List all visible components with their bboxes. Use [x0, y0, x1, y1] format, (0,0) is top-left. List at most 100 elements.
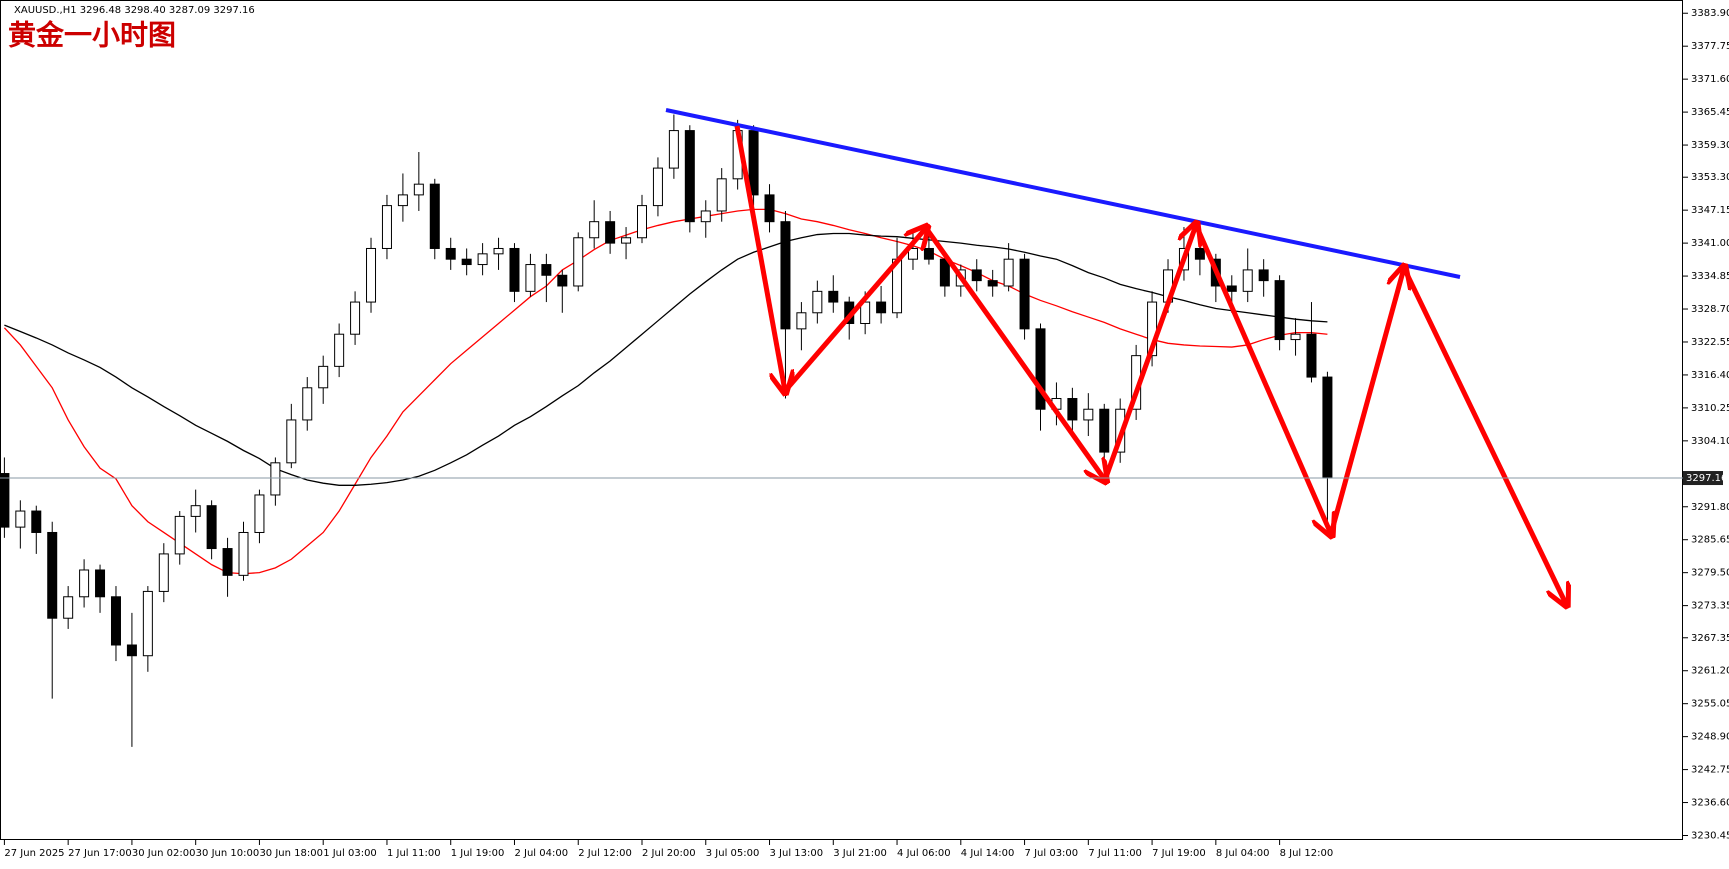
- candle-body: [1003, 258, 1014, 287]
- moving-average: [4, 232, 1328, 486]
- candle-body: [126, 644, 137, 657]
- y-tick-label: 3347.15: [1691, 205, 1729, 216]
- y-tick-label: 3365.45: [1691, 107, 1729, 118]
- x-tick-label: 27 Jun 2025: [4, 848, 64, 859]
- x-tick-label: 2 Jul 20:00: [642, 848, 696, 859]
- candle-body: [828, 290, 839, 303]
- candle-body: [270, 462, 281, 496]
- trend-line: [665, 108, 1461, 279]
- candle-body: [1019, 258, 1030, 330]
- candle-body: [238, 531, 249, 576]
- candle-body: [302, 387, 313, 421]
- candle-body: [1258, 269, 1269, 282]
- candle-body: [158, 553, 169, 592]
- candle-body: [573, 237, 584, 287]
- candle-body: [812, 290, 823, 314]
- y-tick-label: 3285.65: [1691, 535, 1729, 546]
- candle-body: [254, 494, 265, 533]
- x-tick-label: 30 Jun 10:00: [196, 848, 260, 859]
- y-tick-label: 3359.30: [1691, 140, 1729, 151]
- candle-body: [684, 130, 695, 223]
- candle-body: [637, 205, 647, 239]
- candle-body: [700, 210, 711, 223]
- arrow: [783, 228, 926, 393]
- candle-body: [621, 237, 632, 244]
- x-tick-label: 4 Jul 14:00: [961, 848, 1015, 859]
- y-tick-label: 3322.55: [1691, 337, 1729, 348]
- y-tick-label: 3377.75: [1691, 41, 1729, 52]
- candle-body: [1099, 408, 1110, 453]
- arrow: [734, 125, 785, 391]
- candle-body: [47, 531, 58, 619]
- candle-body: [63, 596, 74, 619]
- candle-body: [1067, 398, 1078, 421]
- y-tick-label: 3334.85: [1691, 271, 1729, 282]
- x-tick-label: 3 Jul 05:00: [706, 848, 760, 859]
- candle-body: [509, 247, 520, 292]
- current-price-label: 3297.16: [1686, 473, 1727, 484]
- candle-body: [445, 247, 456, 260]
- candle-body: [605, 221, 616, 244]
- plot-frame: [0, 0, 1683, 840]
- arrow: [1193, 223, 1331, 534]
- candle-body: [397, 194, 408, 207]
- candle-body: [939, 258, 950, 287]
- candle-body: [1194, 247, 1205, 260]
- y-tick-label: 3353.30: [1691, 172, 1729, 183]
- candle-body: [1242, 269, 1253, 292]
- candle-body: [350, 301, 361, 335]
- candle-body: [286, 419, 297, 464]
- y-tick-label: 3316.40: [1691, 370, 1729, 381]
- candle-body: [206, 505, 217, 550]
- candle-body: [525, 264, 536, 292]
- y-tick-label: 3304.10: [1691, 436, 1729, 447]
- x-tick-label: 1 Jul 11:00: [387, 848, 441, 859]
- y-tick-label: 3310.25: [1691, 403, 1729, 414]
- y-tick-label: 3267.35: [1691, 633, 1729, 644]
- candle-body: [15, 510, 26, 528]
- candle-body: [1306, 333, 1317, 378]
- y-tick-label: 3242.75: [1691, 765, 1729, 776]
- info-line: XAUUSD.,H1 3296.48 3298.40 3287.09 3297.…: [14, 5, 255, 16]
- x-tick-label: 8 Jul 12:00: [1280, 848, 1334, 859]
- candle-body: [1274, 280, 1285, 341]
- y-tick-label: 3273.35: [1691, 601, 1729, 612]
- arrow: [923, 226, 1105, 480]
- candle-body: [0, 473, 10, 528]
- candle-body: [493, 247, 504, 255]
- x-tick-label: 4 Jul 06:00: [897, 848, 951, 859]
- y-tick-label: 3255.05: [1691, 699, 1729, 710]
- candle-body: [987, 280, 998, 287]
- candle-body: [110, 596, 121, 646]
- x-tick-label: 3 Jul 13:00: [770, 848, 824, 859]
- candle-body: [780, 221, 791, 330]
- candle-body: [971, 269, 982, 282]
- y-tick-label: 3371.60: [1691, 74, 1729, 85]
- candle-body: [1290, 333, 1301, 341]
- marks: [0, 114, 1333, 747]
- candle-body: [413, 183, 424, 196]
- current-price-box: [1683, 471, 1723, 486]
- candle-body: [557, 274, 568, 287]
- y-tick-label: 3383.90: [1691, 8, 1729, 19]
- x-tick-label: 3 Jul 21:00: [833, 848, 887, 859]
- candle-body: [429, 183, 440, 249]
- candle-body: [477, 253, 488, 266]
- x-tick-label: 1 Jul 03:00: [323, 848, 377, 859]
- x-tick-label: 7 Jul 19:00: [1152, 848, 1206, 859]
- y-tick-label: 3279.50: [1691, 568, 1729, 579]
- y-tick-label: 3341.00: [1691, 238, 1729, 249]
- candle-body: [1083, 408, 1094, 421]
- candle-body: [876, 301, 887, 314]
- candle-body: [1226, 285, 1237, 292]
- candle-body: [366, 247, 377, 303]
- arrow: [1401, 266, 1566, 604]
- candle-body: [190, 505, 201, 517]
- candle-body: [668, 130, 679, 169]
- y-tick-label: 3236.60: [1691, 798, 1729, 809]
- x-tick-label: 1 Jul 19:00: [451, 848, 505, 859]
- candle-body: [716, 178, 727, 212]
- candle-body: [461, 258, 472, 266]
